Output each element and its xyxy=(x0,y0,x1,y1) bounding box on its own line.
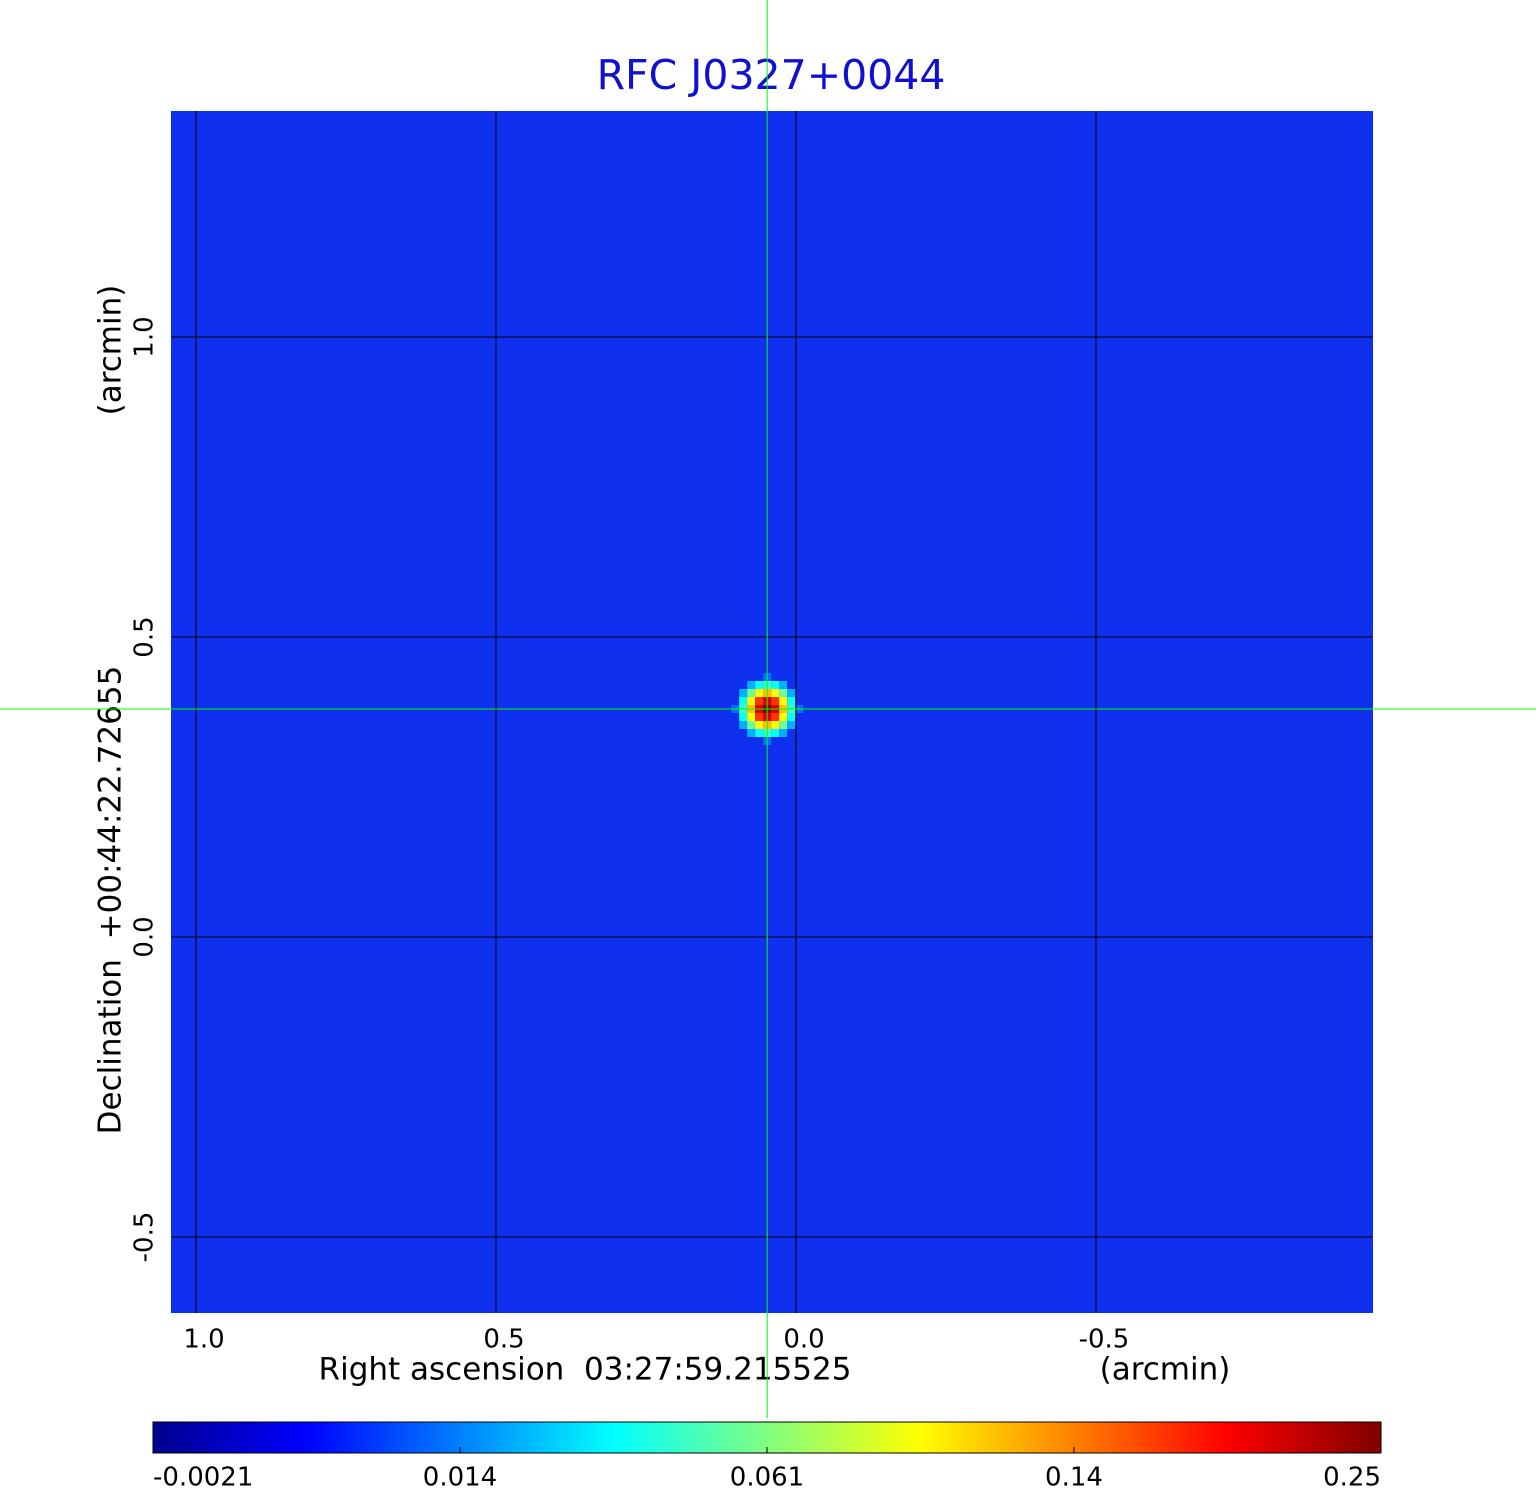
source-pixel xyxy=(771,729,780,738)
y-tick-label: 1.0 xyxy=(130,316,160,357)
source-pixel xyxy=(787,713,796,722)
source-pixel xyxy=(747,689,756,698)
y-tick-label: 0.5 xyxy=(130,616,160,657)
x-tick-label: -0.5 xyxy=(1079,1325,1130,1355)
source-pixel xyxy=(779,697,788,706)
source-pixel xyxy=(771,697,780,706)
source-pixel xyxy=(755,689,764,698)
source-pixel xyxy=(755,681,764,690)
source-pixel xyxy=(739,689,748,698)
x-tick-label: 1.0 xyxy=(183,1325,224,1355)
source-pixel xyxy=(739,697,748,706)
source-pixel xyxy=(747,681,756,690)
x-axis-label: Right ascension 03:27:59.215525 xyxy=(319,1352,852,1388)
source-pixel xyxy=(779,689,788,698)
colorbar-tick-label: 0.014 xyxy=(423,1463,497,1493)
source-pixel xyxy=(787,689,796,698)
source-pixel xyxy=(747,697,756,706)
y-axis-label: Declination +00:44:22.72655 xyxy=(93,666,129,1135)
x-tick-label: 0.5 xyxy=(483,1325,524,1355)
source-pixel xyxy=(755,721,764,730)
chart-title: RFC J0327+0044 xyxy=(597,51,946,99)
x-tick-label: 0.0 xyxy=(783,1325,824,1355)
source-pixel xyxy=(787,697,796,706)
x-axis-unit: (arcmin) xyxy=(1100,1352,1231,1388)
source-pixel xyxy=(779,729,788,738)
y-axis-unit: (arcmin) xyxy=(93,285,129,416)
source-pixel xyxy=(747,713,756,722)
colorbar-tick-label: 0.061 xyxy=(730,1463,804,1493)
source-pixel xyxy=(755,713,764,722)
source-pixel xyxy=(771,681,780,690)
y-tick-label: -0.5 xyxy=(130,1212,160,1263)
colorbar-tick-label: -0.0021 xyxy=(153,1463,253,1493)
source-pixel xyxy=(747,729,756,738)
source-pixel xyxy=(779,721,788,730)
source-pixel xyxy=(739,713,748,722)
source-pixel xyxy=(771,713,780,722)
colorbar-tick-label: 0.25 xyxy=(1323,1463,1381,1493)
source-pixel xyxy=(739,721,748,730)
y-tick-label: 0.0 xyxy=(130,916,160,957)
source-pixel xyxy=(755,729,764,738)
source-pixel xyxy=(771,721,780,730)
source-pixel xyxy=(747,721,756,730)
plot-area xyxy=(171,111,1373,1313)
source-pixel xyxy=(755,697,764,706)
source-pixel xyxy=(779,681,788,690)
source-pixel xyxy=(779,713,788,722)
colorbar-tick-label: 0.14 xyxy=(1045,1463,1103,1493)
source-pixel xyxy=(787,721,796,730)
source-pixel xyxy=(771,689,780,698)
